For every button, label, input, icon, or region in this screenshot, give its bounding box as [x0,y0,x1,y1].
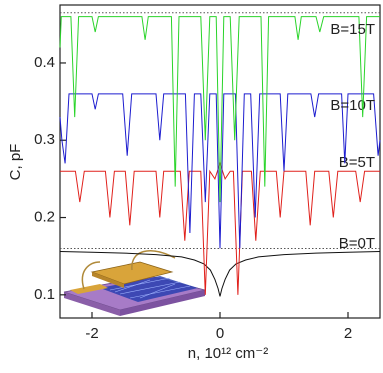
series-line [59,16,380,203]
y-tick-label: 0.2 [34,208,55,225]
series-label: B=15T [330,21,375,38]
x-axis-label: n, 10¹² cm⁻² [188,345,268,362]
x-tick-label: 2 [344,325,352,342]
series-line [59,251,381,297]
series-label: B=0T [339,235,375,252]
series-label: B=10T [330,97,375,114]
y-tick-label: 0.1 [34,286,55,303]
y-tick-label: 0.3 [34,131,55,148]
series-line [59,93,381,249]
x-tick-label: 0 [216,325,224,342]
series-line [60,161,380,295]
device-inset [63,250,206,316]
y-tick-label: 0.4 [34,54,55,71]
y-axis-label: C, pF [7,144,24,181]
series-label: B=5T [339,154,375,171]
x-tick-label: -2 [85,325,98,342]
